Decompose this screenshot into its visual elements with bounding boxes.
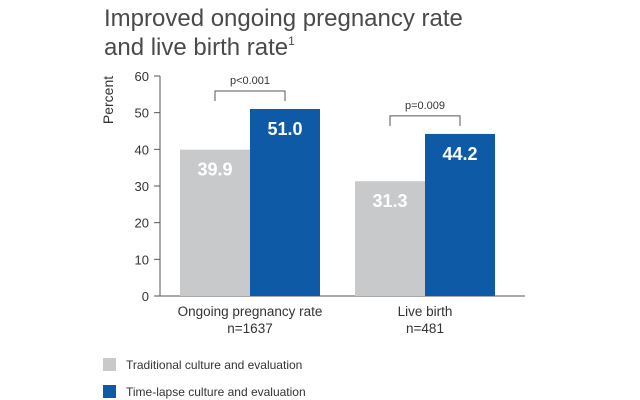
p-value-label: p<0.001	[230, 75, 270, 87]
legend-label: Time-lapse culture and evaluation	[126, 385, 306, 399]
bar-value-label: 44.2	[442, 144, 477, 164]
y-tick-label: 30	[135, 179, 149, 194]
legend-swatch	[103, 385, 116, 398]
legend-label: Traditional culture and evaluation	[126, 358, 302, 372]
bar	[355, 181, 425, 296]
significance-bracket	[389, 115, 461, 126]
chart-title-superscript: 1	[288, 34, 295, 48]
p-value-label: p=0.009	[405, 100, 445, 112]
significance-brackets: p<0.001 p=0.009	[214, 75, 461, 126]
bar	[250, 109, 320, 296]
bar-value-label: 51.0	[267, 119, 302, 139]
legend-swatch	[103, 358, 116, 371]
y-tick-label: 20	[135, 216, 149, 231]
chart-title-line-1: Improved ongoing pregnancy rate	[104, 5, 463, 32]
category-label: Live birth	[398, 304, 453, 319]
y-tick-label: 10	[135, 252, 149, 267]
bar	[425, 133, 495, 296]
legend: Traditional culture and evaluation Time-l…	[103, 358, 306, 399]
y-axis-label: Percent	[100, 76, 116, 124]
chart-title-line-2-text: and live birth rate	[104, 34, 288, 61]
chart-title-line-2: and live birth rate1	[104, 34, 295, 61]
category-label: Ongoing pregnancy rate	[178, 304, 323, 319]
y-tick-label: 60	[135, 69, 149, 84]
category-sublabel: n=1637	[227, 321, 272, 336]
bar	[180, 149, 250, 296]
y-axis-ticks: 0 10 20 30 40 50 60	[135, 69, 160, 304]
y-tick-label: 0	[142, 289, 149, 304]
category-sublabel: n=481	[406, 321, 444, 336]
y-tick-label: 40	[135, 142, 149, 157]
bars-group: 39.9 51.0 31.3 44.2	[180, 109, 495, 296]
y-tick-label: 50	[135, 106, 149, 121]
category-labels: Ongoing pregnancy rate n=1637 Live birth n=…	[178, 304, 453, 336]
bar-value-label: 31.3	[372, 191, 407, 211]
significance-bracket	[214, 90, 286, 101]
bar-value-label: 39.9	[197, 160, 232, 180]
